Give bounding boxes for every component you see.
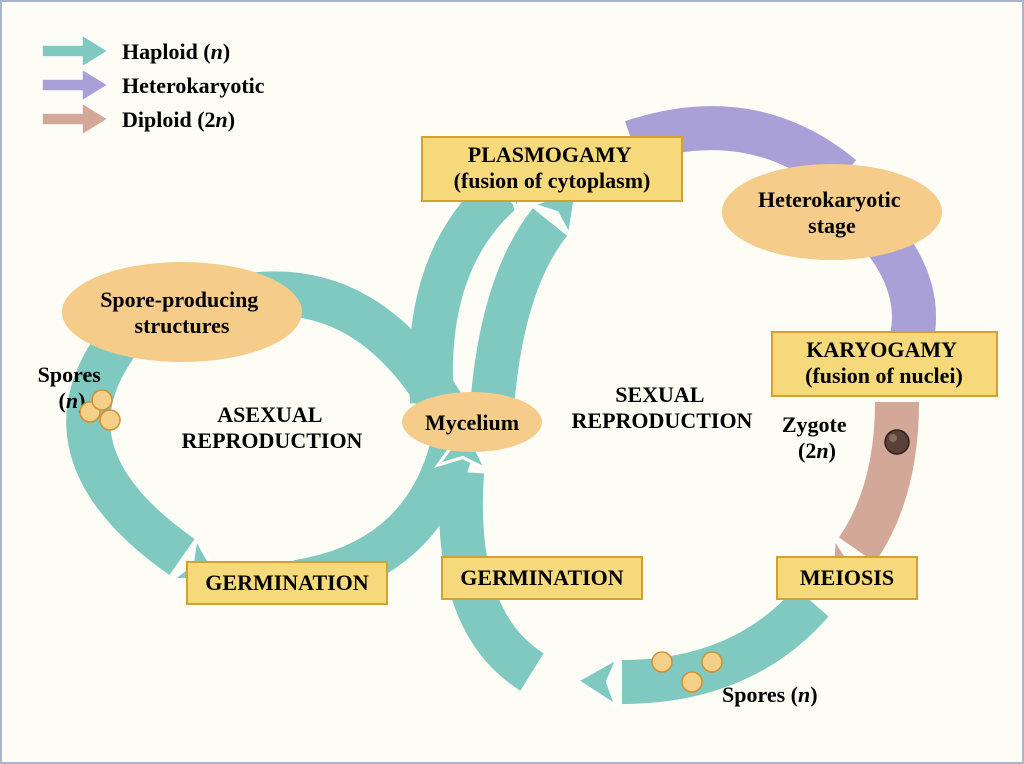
lifecycle-diagram: Haploid (n) Heterokaryotic Diploid (2n) … — [2, 2, 1022, 762]
legend-diploid-label: Diploid (2 — [122, 107, 216, 132]
node-germination-sexual: GERMINATION — [442, 557, 642, 599]
svg-text:GERMINATION: GERMINATION — [205, 570, 368, 595]
svg-text:Mycelium: Mycelium — [425, 410, 519, 435]
legend-haploid: Haploid (n) — [42, 35, 230, 67]
node-heterokaryotic-stage: Heterokaryotic stage — [722, 164, 942, 260]
legend-diploid: Diploid (2n) — [42, 103, 235, 135]
svg-text:PLASMOGAMY (fusion of cy: PLASMOGAMY (fusion of cytoplasm) — [454, 142, 651, 193]
label-zygote: Zygote (2n) — [782, 412, 852, 463]
legend-hetero-label: Heterokaryotic — [122, 73, 265, 98]
legend-haploid-label: Haploid ( — [122, 39, 211, 64]
svg-text:SEXUAL REPRODUCTION: SEXUAL REPRODUCTION — [572, 382, 753, 433]
zygote-dot — [885, 430, 909, 454]
svg-text:Spores (n): Spores (n) — [722, 682, 818, 707]
label-spores-bottom: Spores (n) — [722, 682, 818, 707]
node-meiosis: MEIOSIS — [777, 557, 917, 599]
node-germination-asexual: GERMINATION — [187, 562, 387, 604]
node-plasmogamy: PLASMOGAMY (fusion of cytoplasm) — [422, 137, 682, 201]
svg-text:ASEXUAL REPRODUCTION: ASEXUAL REPRODUCTION — [182, 402, 363, 453]
svg-text:GERMINATION: GERMINATION — [460, 565, 623, 590]
label-sexual: SEXUAL REPRODUCTION — [572, 382, 753, 433]
node-mycelium: Mycelium — [402, 392, 542, 452]
svg-text:KARYOGAMY (fusion of nuc: KARYOGAMY (fusion of nuclei) — [805, 337, 963, 388]
label-asexual: ASEXUAL REPRODUCTION — [182, 402, 363, 453]
svg-text:MEIOSIS: MEIOSIS — [800, 565, 894, 590]
diagram-frame: Haploid (n) Heterokaryotic Diploid (2n) … — [0, 0, 1024, 764]
legend-haploid-n: n — [211, 39, 223, 64]
legend-heterokaryotic: Heterokaryotic — [42, 69, 265, 101]
svg-text:Haploid (n): Haploid (n) — [122, 39, 230, 64]
svg-text:Diploid (2n): Diploid (2n) — [122, 107, 235, 132]
legend: Haploid (n) Heterokaryotic Diploid (2n) — [42, 35, 265, 135]
node-spore-structures: Spore-producing structures — [62, 262, 302, 362]
node-karyogamy: KARYOGAMY (fusion of nuclei) — [772, 332, 997, 396]
svg-text:Zygote (2n): Zygote (2n) — [782, 412, 852, 463]
